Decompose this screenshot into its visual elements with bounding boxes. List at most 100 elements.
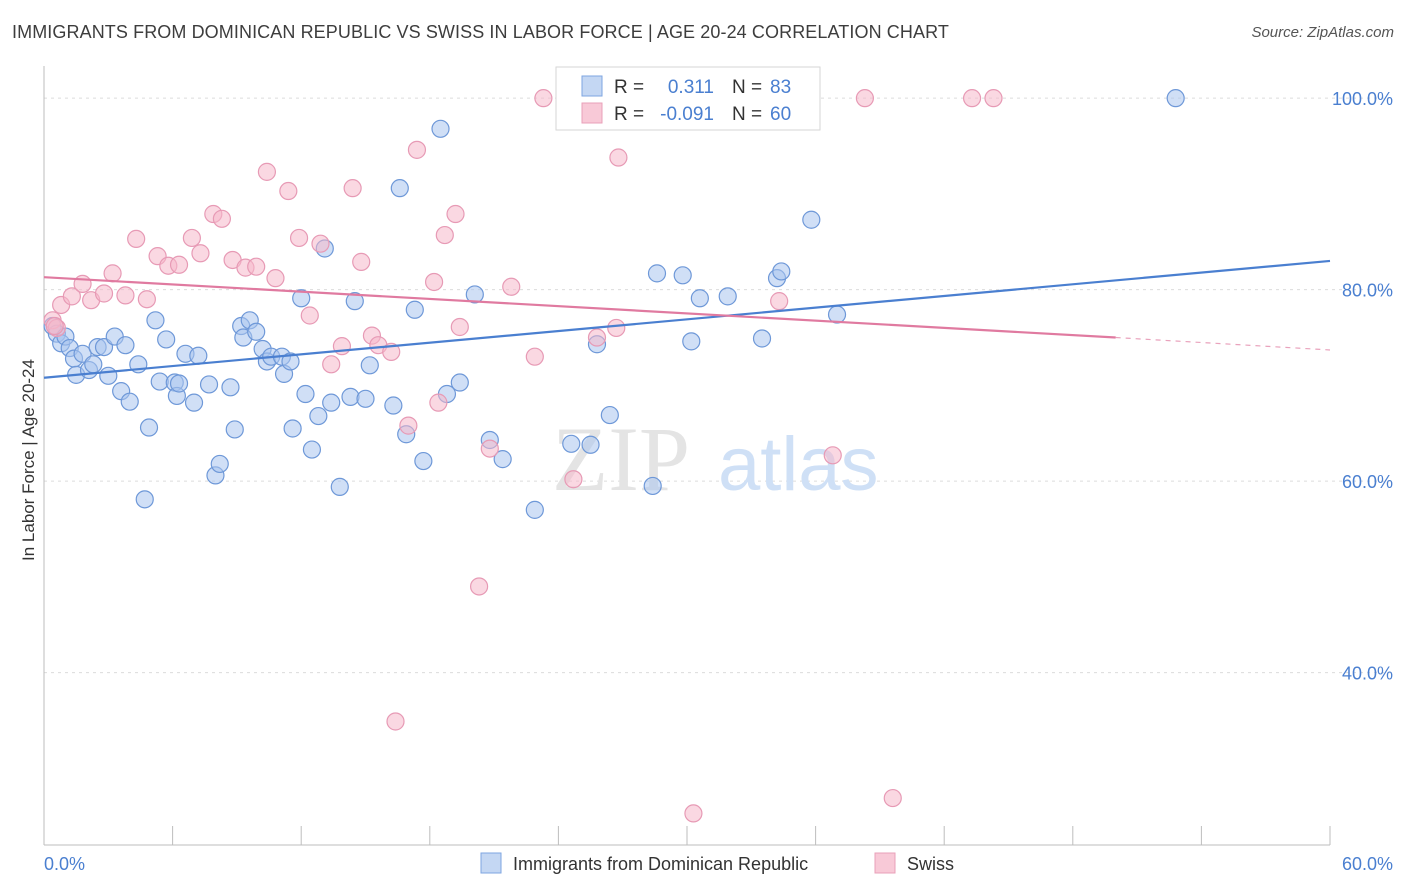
pink-point [352, 252, 371, 271]
pink-point [62, 287, 81, 306]
legend-blue-swatch [480, 852, 502, 874]
pink-point [446, 204, 465, 224]
pink-point [962, 89, 982, 108]
trend-line-blue [43, 259, 1331, 379]
trend-lines [43, 259, 1331, 379]
blue-point [718, 287, 737, 306]
legend-pink-label: Swiss [907, 854, 954, 874]
blue-point [199, 375, 219, 394]
axes [43, 66, 1331, 846]
pink-point [450, 317, 469, 337]
stats-blue-r-label: R = [614, 77, 644, 98]
blue-point [1166, 89, 1185, 108]
blue-point [384, 396, 403, 415]
blue-point [752, 329, 772, 348]
pink-point [279, 181, 298, 201]
y-tick-label: 60.0% [1342, 472, 1393, 492]
blue-point [345, 292, 364, 311]
pink-point [116, 286, 135, 305]
pink-point [502, 277, 521, 296]
x-tick-label: 60.0% [1342, 854, 1393, 874]
pink-point [823, 446, 842, 465]
pink-point [343, 179, 362, 198]
blue-point [221, 378, 240, 397]
pink-point [311, 234, 330, 253]
blue-point [302, 440, 322, 459]
watermark: ZIP atlas [552, 408, 879, 510]
blue-point [139, 418, 159, 437]
blue-point [414, 451, 433, 471]
blue-point [493, 450, 512, 469]
blue-point [772, 262, 791, 281]
trend-line-pink-extension [1115, 336, 1331, 351]
blue-point [390, 179, 409, 198]
pink-point [169, 255, 189, 274]
blue-point [225, 420, 244, 439]
pink-point [289, 228, 309, 248]
blue-point [116, 336, 135, 355]
blue-point [309, 406, 328, 426]
watermark-zip: ZIP [552, 408, 690, 510]
legend-blue-label: Immigrants from Dominican Republic [513, 854, 808, 874]
blue-point [292, 289, 311, 308]
watermark-atlas: atlas [718, 422, 879, 507]
pink-point [266, 269, 285, 288]
pink-point [609, 148, 628, 167]
stats-blue-r-value: 0.311 [668, 77, 714, 98]
blue-point [150, 372, 169, 391]
blue-point [146, 311, 165, 330]
pink-point [607, 318, 626, 338]
pink-point [883, 788, 902, 808]
pink-point [564, 470, 583, 489]
blue-point [184, 393, 204, 412]
pink-point [984, 89, 1003, 108]
x-tick-labels: 0.0% 60.0% [44, 854, 1393, 874]
pink-point [684, 804, 703, 823]
pink-point [386, 712, 405, 731]
pink-point [525, 347, 544, 366]
stats-pink-swatch [581, 102, 603, 124]
pink-point [94, 284, 114, 303]
pink-point [247, 257, 266, 276]
blue-point [135, 490, 154, 509]
pink-point [45, 316, 64, 336]
blue-point [600, 405, 619, 425]
pink-point [182, 228, 201, 248]
legend: Immigrants from Dominican Republic Swiss [480, 852, 954, 874]
pink-point [429, 393, 448, 412]
pink-point [127, 229, 146, 249]
blue-point [360, 356, 379, 375]
blue-point [99, 366, 118, 385]
legend-pink-swatch [874, 852, 896, 874]
blue-point [581, 435, 600, 454]
pink-point [212, 209, 231, 228]
blue-point [189, 346, 208, 365]
blue-point [210, 454, 229, 474]
pink-point [322, 355, 341, 374]
blue-point [281, 352, 300, 371]
pink-point [399, 416, 418, 435]
pink-point [480, 439, 499, 458]
x-tick-label: 0.0% [44, 854, 85, 874]
stats-pink-n-label: N = [732, 104, 762, 125]
chart-title: IMMIGRANTS FROM DOMINICAN REPUBLIC VS SW… [12, 22, 949, 42]
y-tick-label: 80.0% [1342, 281, 1393, 301]
stats-blue-n-value: 83 [770, 77, 791, 98]
blue-point [296, 384, 315, 404]
pink-point [435, 225, 454, 245]
blue-point [802, 210, 821, 229]
pink-point [137, 290, 156, 309]
blue-point [465, 285, 484, 304]
stats-blue-swatch [581, 75, 603, 97]
blue-point [643, 476, 662, 496]
stats-pink-r-label: R = [614, 104, 644, 125]
pink-point [191, 244, 210, 263]
blue-point [169, 374, 189, 393]
blue-point [431, 119, 450, 138]
y-tick-label: 40.0% [1342, 664, 1393, 684]
blue-point [356, 389, 375, 408]
source-label: Source: ZipAtlas.com [1251, 24, 1394, 41]
blue-point [682, 332, 701, 351]
blue-point [562, 434, 581, 453]
